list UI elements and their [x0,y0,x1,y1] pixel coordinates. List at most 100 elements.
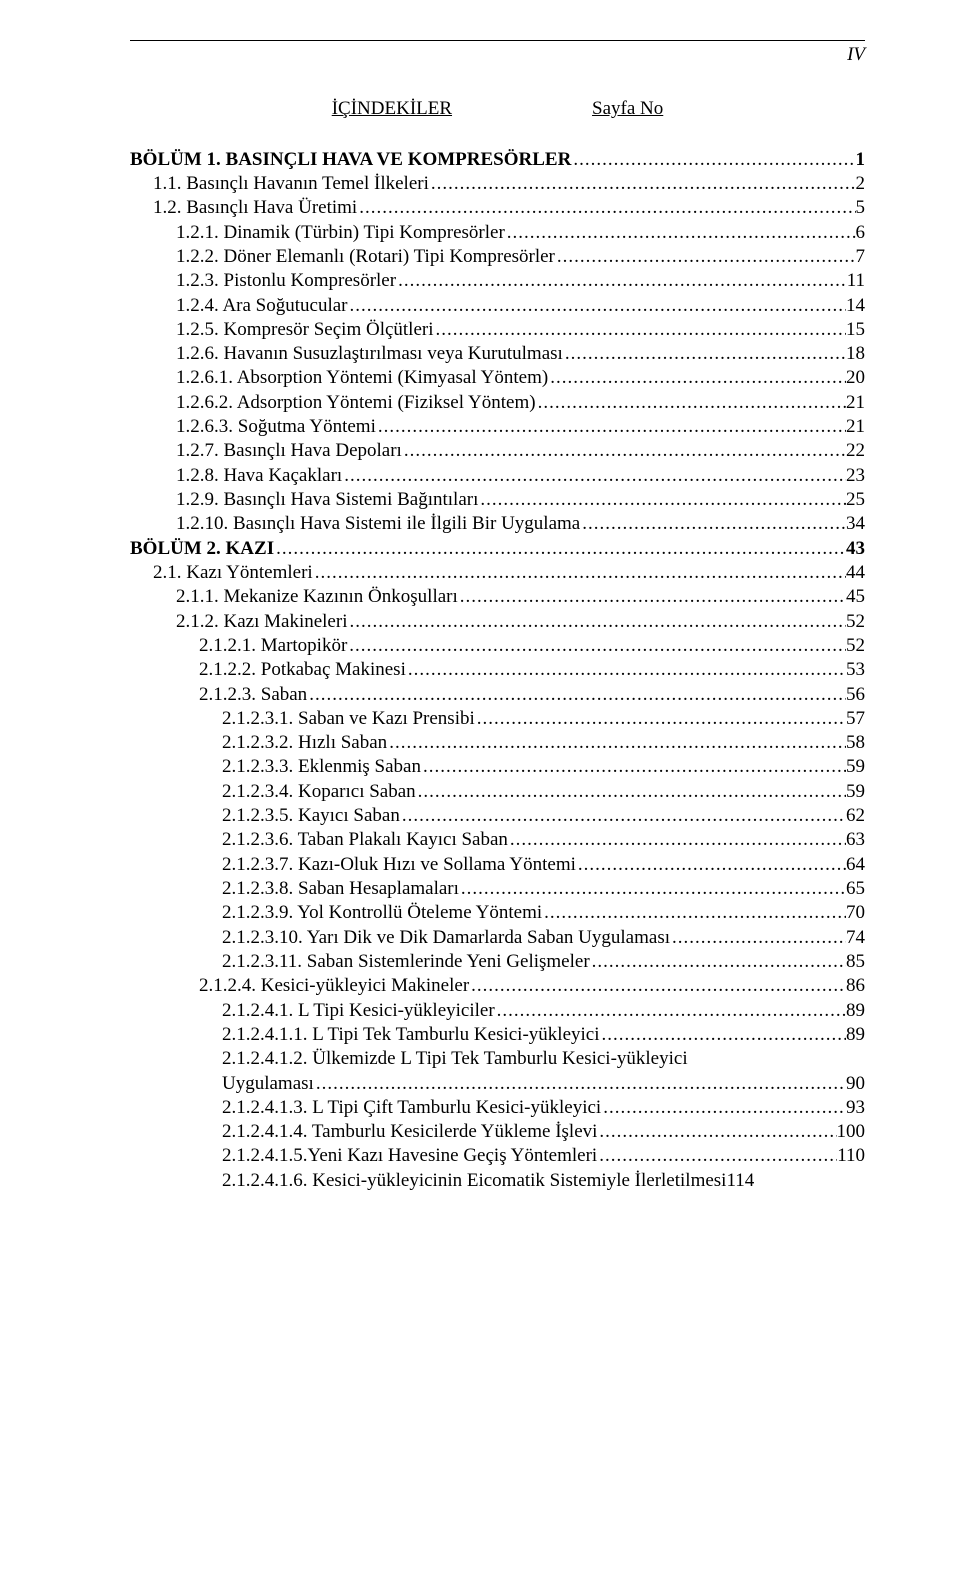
toc-entry: 2.1.2.3.2. Hızlı Saban 58 [130,731,865,755]
toc-entry-page: 11 [847,269,865,293]
toc-entry-title: 1.2.1. Dinamik (Türbin) Tipi Kompresörle… [176,221,505,245]
toc-entry-title: Uygulaması [222,1072,314,1096]
toc-leader [508,828,846,852]
toc-leader [347,610,846,634]
toc-leader [313,561,846,585]
toc-entry: 2.1.2. Kazı Makineleri52 [130,610,865,634]
toc-entry-title: 2.1.2.3.4. Koparıcı Saban [222,780,416,804]
toc-leader [555,245,856,269]
toc-entry-title: 2.1.2.3.11. Saban Sistemlerinde Yeni Gel… [222,950,590,974]
toc-entry-title: 1.2. Basınçlı Hava Üretimi [153,196,357,220]
toc-entry-page: 70 [846,901,865,925]
toc-entry-title: 1.2.6.2. Adsorption Yöntemi (Fiziksel Yö… [176,391,536,415]
toc-entry-page: 5 [856,196,866,220]
toc-leader [478,488,846,512]
toc-entry: 1.2.4. Ara Soğutucular14 [130,294,865,318]
toc-entry: 2.1.2.4.1.6. Kesici-yükleyicinin Eicomat… [130,1169,865,1193]
toc-entry: 1.2.6. Havanın Susuzlaştırılması veya Ku… [130,342,865,366]
toc-entry-title: 1.2.3. Pistonlu Kompresörler [176,269,396,293]
toc-entry: BÖLÜM 1. BASINÇLI HAVA VE KOMPRESÖRLER1 [130,148,865,172]
toc-entry-title: 1.2.7. Basınçlı Hava Depoları [176,439,402,463]
toc-entry: 1.2.6.2. Adsorption Yöntemi (Fiziksel Yö… [130,391,865,415]
toc-entry: 2.1.2.3.8. Saban Hesaplamaları 65 [130,877,865,901]
toc-entry: 1.2.2. Döner Elemanlı (Rotari) Tipi Komp… [130,245,865,269]
toc-entry-title: 2.1.1. Mekanize Kazının Önkoşulları [176,585,458,609]
toc-entry-page: 74 [846,926,865,950]
top-rule [130,40,865,41]
toc-leader [307,683,846,707]
toc-entry: 2.1.1. Mekanize Kazının Önkoşulları 45 [130,585,865,609]
toc-entry-page: 59 [846,780,865,804]
toc-entry: 2.1.2.1. Martopikör52 [130,634,865,658]
toc-leader [576,853,846,877]
toc-entry-page: 85 [846,950,865,974]
toc-entry-title: 2.1.2.3. Saban [199,683,307,707]
toc-entry-page: 45 [846,585,865,609]
toc-entry-title: 1.2.6.1. Absorption Yöntemi (Kimyasal Yö… [176,366,548,390]
toc-leader [590,950,846,974]
toc-entry: 2.1.2.3.9. Yol Kontrollü Öteleme Yöntemi… [130,901,865,925]
toc-entry: 2.1.2.3.4. Koparıcı Saban 59 [130,780,865,804]
toc-entry-title: BÖLÜM 1. BASINÇLI HAVA VE KOMPRESÖRLER [130,148,571,172]
toc-leader [348,294,846,318]
toc-entry-page: 21 [846,415,865,439]
toc-leader [601,1096,846,1120]
toc-header: İÇİNDEKİLER Sayfa No [130,97,865,121]
toc-leader [402,439,846,463]
toc-entry: 1.2.9. Basınçlı Hava Sistemi Bağıntıları… [130,488,865,512]
toc-container: BÖLÜM 1. BASINÇLI HAVA VE KOMPRESÖRLER11… [130,148,865,1193]
toc-leader [495,999,846,1023]
toc-entry-page: 86 [846,974,865,998]
toc-entry-page: 65 [846,877,865,901]
toc-entry-page: 114 [726,1169,754,1193]
toc-entry-title: 2.1.2.4. Kesici-yükleyici Makineler [199,974,469,998]
toc-leader [396,269,847,293]
toc-entry-page: 58 [846,731,865,755]
toc-entry-page: 100 [837,1120,866,1144]
toc-leader [314,1072,846,1096]
toc-entry: 2.1.2.3.11. Saban Sistemlerinde Yeni Gel… [130,950,865,974]
toc-entry-title: 2.1.2.3.10. Yarı Dik ve Dik Damarlarda S… [222,926,670,950]
toc-entry-page: 62 [846,804,865,828]
toc-leader [597,1120,836,1144]
toc-entry-page: 6 [856,221,866,245]
toc-entry-title: 2.1.2.4.1.5.Yeni Kazı Havesine Geçiş Yön… [222,1144,597,1168]
toc-entry-page: 110 [837,1144,865,1168]
toc-entry-title: BÖLÜM 2. KAZI [130,537,274,561]
toc-entry: Uygulaması90 [130,1072,865,1096]
toc-entry: 2.1.2.4.1.3. L Tipi Çift Tamburlu Kesici… [130,1096,865,1120]
toc-entry: 1.2.5. Kompresör Seçim Ölçütleri15 [130,318,865,342]
toc-entry-page: 44 [846,561,865,585]
toc-leader [580,512,846,536]
toc-entry: 2.1.2.3.5. Kayıcı Saban62 [130,804,865,828]
toc-leader [458,585,846,609]
toc-entry-page: 89 [846,999,865,1023]
toc-entry-title: 2.1.2.4.1. L Tipi Kesici-yükleyiciler [222,999,495,1023]
toc-entry-page: 57 [846,707,865,731]
toc-leader [400,804,846,828]
toc-entry: 2.1.2.3.3. Eklenmiş Saban59 [130,755,865,779]
toc-leader [434,318,846,342]
toc-leader [274,537,846,561]
toc-entry-page: 93 [846,1096,865,1120]
toc-leader [548,366,846,390]
toc-entry-title: 2.1.2.3.9. Yol Kontrollü Öteleme Yöntemi [222,901,542,925]
toc-leader [542,901,846,925]
toc-entry-page: 25 [846,488,865,512]
toc-entry: 2.1.2.4. Kesici-yükleyici Makineler 86 [130,974,865,998]
toc-leader [416,780,846,804]
toc-leader [357,196,855,220]
toc-entry: 1.2.7. Basınçlı Hava Depoları22 [130,439,865,463]
toc-entry-title: 1.2.4. Ara Soğutucular [176,294,348,318]
toc-entry: 2.1.2.3.7. Kazı-Oluk Hızı ve Sollama Yön… [130,853,865,877]
toc-entry-title: 2.1.2.3.2. Hızlı Saban [222,731,387,755]
toc-entry: 1.2.8. Hava Kaçakları23 [130,464,865,488]
toc-entry-page: 89 [846,1023,865,1047]
toc-leader [429,172,856,196]
toc-entry-page: 43 [846,537,865,561]
toc-entry: 2.1.2.3.6. Taban Plakalı Kayıcı Saban63 [130,828,865,852]
toc-entry-title: 2.1.2.2. Potkabaç Makinesi [199,658,406,682]
toc-entry: 2.1.2.2. Potkabaç Makinesi53 [130,658,865,682]
toc-entry-title: 2.1.2.4.1.3. L Tipi Çift Tamburlu Kesici… [222,1096,601,1120]
toc-entry-title: 2.1.2.3.8. Saban Hesaplamaları [222,877,459,901]
